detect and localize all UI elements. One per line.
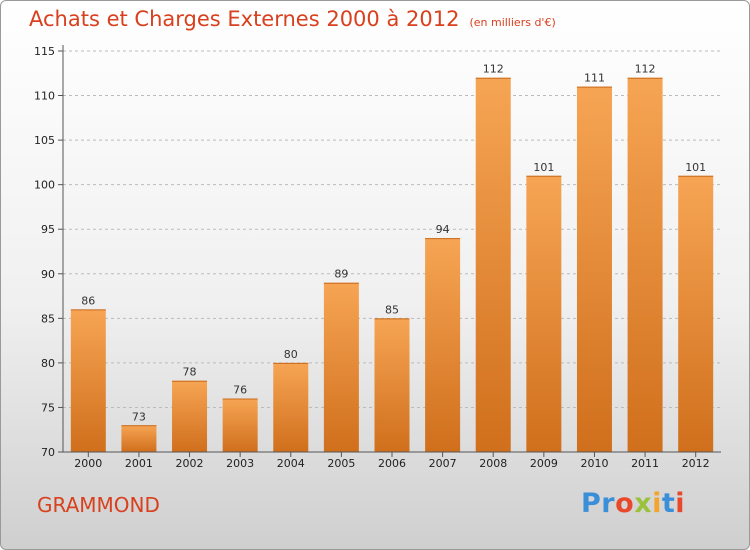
place-name: GRAMMOND xyxy=(37,493,160,517)
data-label-2007: 94 xyxy=(436,223,450,236)
x-tick-label-2000: 2000 xyxy=(74,457,102,470)
x-tick-label-2005: 2005 xyxy=(327,457,355,470)
logo-letter: x xyxy=(634,488,653,519)
bar-2006 xyxy=(374,318,410,452)
bar-2002 xyxy=(172,380,208,452)
bar-2008 xyxy=(475,77,511,452)
x-tick-label-2002: 2002 xyxy=(176,457,204,470)
y-tick-label: 115 xyxy=(34,45,55,58)
data-label-2009: 101 xyxy=(533,161,554,174)
y-tick-label: 85 xyxy=(41,312,55,325)
data-label-2006: 85 xyxy=(385,303,399,316)
x-tick-label-2001: 2001 xyxy=(125,457,153,470)
chart-title: Achats et Charges Externes 2000 à 2012 (e… xyxy=(29,7,556,31)
bar-2010 xyxy=(576,86,612,453)
x-tick-label-2008: 2008 xyxy=(479,457,507,470)
bar-2007 xyxy=(425,238,461,452)
data-label-2000: 86 xyxy=(81,294,95,307)
bar-2005 xyxy=(323,282,359,452)
y-tick-label: 90 xyxy=(41,268,55,281)
logo-letter: i xyxy=(675,488,686,519)
bar-2000 xyxy=(70,309,106,452)
title-text: Achats et Charges Externes 2000 à 2012 xyxy=(29,7,460,31)
x-tick-label-2004: 2004 xyxy=(277,457,305,470)
bars: 86 73 78 76 80 89 85 94 112 101 111 112 101 xyxy=(70,63,714,453)
y-tick-label: 110 xyxy=(34,90,55,103)
y-tick-label: 100 xyxy=(34,179,55,192)
data-label-2011: 112 xyxy=(635,63,656,76)
x-tick-label-2007: 2007 xyxy=(429,457,457,470)
data-label-2004: 80 xyxy=(284,348,298,361)
y-tick-label: 105 xyxy=(34,134,55,147)
proxiti-logo: Proxiti xyxy=(581,488,685,519)
x-tick-label-2003: 2003 xyxy=(226,457,254,470)
data-label-2002: 78 xyxy=(183,366,197,379)
data-label-2003: 76 xyxy=(233,384,247,397)
bar-2004 xyxy=(273,362,309,452)
x-tick-label-2006: 2006 xyxy=(378,457,406,470)
logo-letter: r xyxy=(601,488,616,519)
x-tick-label-2009: 2009 xyxy=(530,457,558,470)
logo-letter: P xyxy=(581,488,602,519)
logo-letter: t xyxy=(661,488,676,519)
bar-2003 xyxy=(222,398,258,452)
axes: 70 75 80 85 90 95 100 105 110 115 2000 2001 2002 2003… xyxy=(34,45,721,470)
y-tick-label: 75 xyxy=(41,401,55,414)
x-tick-label-2012: 2012 xyxy=(682,457,710,470)
data-label-2005: 89 xyxy=(334,268,348,281)
y-tick-label: 80 xyxy=(41,357,55,370)
unit-label: (en milliers d'€) xyxy=(469,16,556,29)
data-label-2010: 111 xyxy=(584,72,605,85)
x-tick-label-2011: 2011 xyxy=(631,457,659,470)
bar-2001 xyxy=(121,425,157,452)
logo-letter: o xyxy=(615,488,635,519)
bar-2011 xyxy=(627,77,663,452)
logo-letter: i xyxy=(652,488,662,519)
data-label-2001: 73 xyxy=(132,410,146,423)
bar-2009 xyxy=(526,175,562,452)
x-tick-label-2010: 2010 xyxy=(580,457,608,470)
data-label-2008: 112 xyxy=(483,63,504,76)
bar-2012 xyxy=(678,175,714,452)
y-tick-label: 70 xyxy=(41,446,55,459)
y-tick-label: 95 xyxy=(41,223,55,236)
data-label-2012: 101 xyxy=(685,161,706,174)
